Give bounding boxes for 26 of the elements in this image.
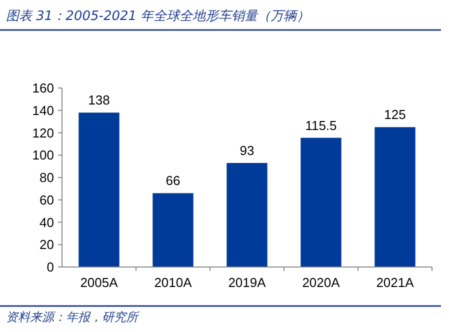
x-tick-label: 2005A bbox=[80, 275, 118, 290]
x-tick-label: 2020A bbox=[302, 275, 340, 290]
x-tick-label: 2010A bbox=[154, 275, 192, 290]
bar bbox=[152, 193, 194, 267]
bar bbox=[226, 162, 268, 267]
chart-title: 图表 31：2005-2021 年全球全地形车销量（万辆） bbox=[6, 9, 310, 24]
y-tick-label: 0 bbox=[46, 260, 54, 275]
data-label: 66 bbox=[166, 173, 180, 188]
y-tick-label: 140 bbox=[32, 102, 54, 118]
y-tick-label: 60 bbox=[40, 192, 54, 208]
y-tick-label: 40 bbox=[40, 214, 54, 230]
text: 资料来源：年报，研究所 bbox=[6, 310, 140, 324]
bar bbox=[300, 138, 342, 267]
y-tick-label: 160 bbox=[32, 80, 54, 96]
data-label: 138 bbox=[88, 92, 110, 108]
data-label: 93 bbox=[240, 142, 254, 158]
y-tick-label: 120 bbox=[32, 125, 54, 140]
data-label: 115.5 bbox=[305, 118, 337, 133]
y-tick-label: 20 bbox=[40, 237, 54, 252]
y-tick-label: 80 bbox=[40, 170, 54, 186]
bar bbox=[78, 112, 120, 267]
x-tick-label: 2021A bbox=[376, 275, 414, 290]
x-tick-label: 2019A bbox=[228, 275, 266, 290]
data-label: 125 bbox=[384, 107, 406, 122]
bar bbox=[374, 127, 416, 267]
y-tick-label: 100 bbox=[32, 148, 54, 163]
